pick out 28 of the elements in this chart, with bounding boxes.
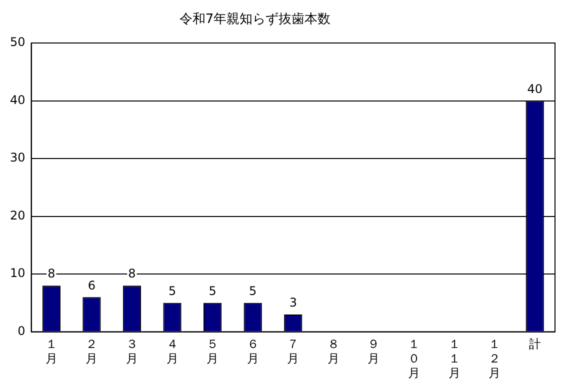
data-label: 8 <box>48 266 56 281</box>
x-tick-label: ９月 <box>368 337 380 366</box>
x-tick-label: ２月 <box>86 337 98 366</box>
data-label: 5 <box>168 284 176 298</box>
x-tick-label: ５月 <box>206 337 219 366</box>
y-tick-label: 40 <box>10 92 26 107</box>
data-label: 40 <box>527 82 542 96</box>
data-label: 5 <box>208 284 216 298</box>
y-tick-label: 50 <box>10 35 26 50</box>
x-tick-label: ６月 <box>246 337 259 366</box>
data-label: 5 <box>249 284 257 298</box>
data-label: 3 <box>289 296 297 310</box>
x-tick-label: １月 <box>45 337 58 366</box>
data-label: 6 <box>88 278 96 292</box>
x-tick-label: １１月 <box>448 337 460 380</box>
x-tick-label: ８月 <box>327 337 340 366</box>
data-label: 8 <box>128 266 136 281</box>
y-tick-label: 20 <box>10 208 26 222</box>
x-tick-label: ７月 <box>287 337 300 366</box>
y-tick-label: 10 <box>10 266 26 280</box>
x-tick-label: １２月 <box>488 337 501 380</box>
x-tick-label: １０月 <box>408 337 420 380</box>
y-tick-label: 30 <box>10 150 26 165</box>
chart-title: 令和7年親知らず抜歯本数 <box>178 11 332 28</box>
x-tick-label: ４月 <box>166 337 178 366</box>
y-tick-label: 0 <box>18 324 26 338</box>
x-tick-label: 計 <box>528 337 541 352</box>
x-tick-label: ３月 <box>126 337 138 366</box>
